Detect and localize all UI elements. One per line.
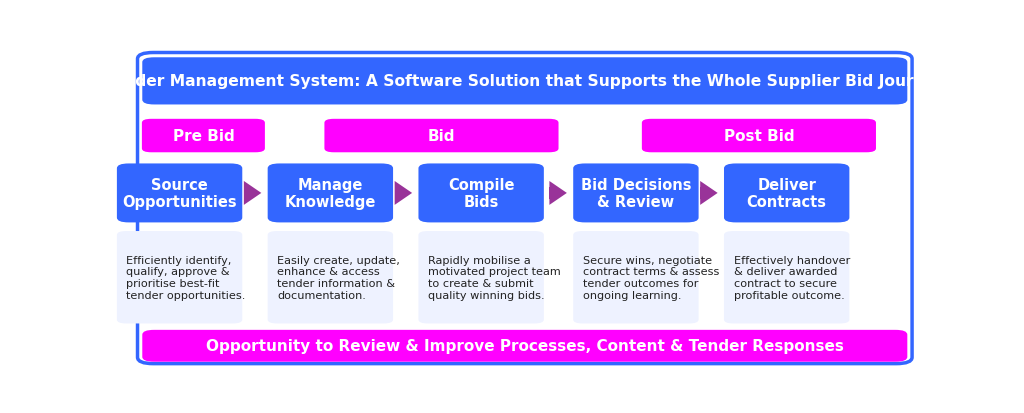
FancyBboxPatch shape <box>142 119 265 153</box>
Text: Tender Management System: A Software Solution that Supports the Whole Supplier B: Tender Management System: A Software Sol… <box>104 74 945 89</box>
FancyBboxPatch shape <box>573 231 698 324</box>
Text: Opportunity to Review & Improve Processes, Content & Tender Responses: Opportunity to Review & Improve Processe… <box>206 339 844 354</box>
FancyBboxPatch shape <box>325 119 558 153</box>
FancyBboxPatch shape <box>267 231 393 324</box>
Text: Easily create, update,
enhance & access
tender information &
documentation.: Easily create, update, enhance & access … <box>278 255 400 300</box>
FancyBboxPatch shape <box>642 119 876 153</box>
Text: Deliver
Contracts: Deliver Contracts <box>746 177 826 210</box>
Text: Source
Opportunities: Source Opportunities <box>122 177 237 210</box>
FancyBboxPatch shape <box>142 58 907 105</box>
Text: Manage
Knowledge: Manage Knowledge <box>285 177 376 210</box>
Polygon shape <box>700 182 718 205</box>
Polygon shape <box>550 182 567 205</box>
Text: Compile
Bids: Compile Bids <box>447 177 514 210</box>
Polygon shape <box>244 182 261 205</box>
Text: Rapidly mobilise a
motivated project team
to create & submit
quality winning bid: Rapidly mobilise a motivated project tea… <box>428 255 561 300</box>
Bar <box>700 188 705 199</box>
Text: Bid Decisions
& Review: Bid Decisions & Review <box>581 177 691 210</box>
FancyBboxPatch shape <box>142 330 907 362</box>
FancyBboxPatch shape <box>117 231 243 324</box>
Bar <box>244 188 249 199</box>
FancyBboxPatch shape <box>573 164 698 223</box>
FancyBboxPatch shape <box>419 164 544 223</box>
FancyBboxPatch shape <box>267 164 393 223</box>
Text: Post Bid: Post Bid <box>724 129 795 144</box>
Text: Pre Bid: Pre Bid <box>172 129 234 144</box>
FancyBboxPatch shape <box>724 164 849 223</box>
FancyBboxPatch shape <box>724 231 849 324</box>
Bar <box>394 188 399 199</box>
FancyBboxPatch shape <box>137 53 912 364</box>
Text: Effectively handover
& deliver awarded
contract to secure
profitable outcome.: Effectively handover & deliver awarded c… <box>733 255 850 300</box>
FancyBboxPatch shape <box>419 231 544 324</box>
FancyBboxPatch shape <box>117 164 243 223</box>
Text: Bid: Bid <box>428 129 456 144</box>
Polygon shape <box>394 182 412 205</box>
Text: Efficiently identify,
qualify, approve &
prioritise best-fit
tender opportunitie: Efficiently identify, qualify, approve &… <box>126 255 246 300</box>
Text: Secure wins, negotiate
contract terms & assess
tender outcomes for
ongoing learn: Secure wins, negotiate contract terms & … <box>583 255 719 300</box>
